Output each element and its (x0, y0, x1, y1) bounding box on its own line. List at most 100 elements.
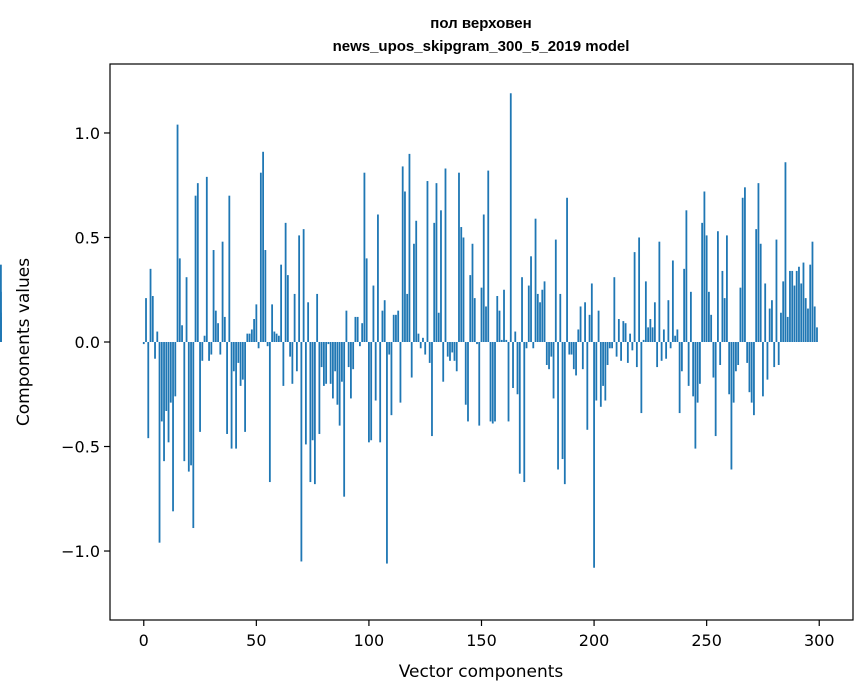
bar (199, 342, 201, 432)
bar (649, 319, 652, 342)
bar (158, 342, 161, 543)
bar (545, 342, 548, 365)
bar (167, 342, 170, 443)
bar (295, 342, 298, 372)
bar (223, 316, 226, 342)
bar (183, 342, 186, 462)
bar (541, 289, 544, 342)
bar (629, 333, 631, 342)
bar (570, 342, 573, 355)
bar (676, 329, 679, 342)
bar (593, 342, 595, 568)
bar (791, 270, 794, 342)
bar (343, 342, 346, 497)
bar (581, 342, 584, 370)
bar (392, 314, 395, 342)
bar (203, 335, 206, 342)
bar (561, 342, 564, 460)
bar (235, 342, 237, 449)
bar (685, 210, 688, 342)
y-tick-label: 1.0 (75, 124, 100, 143)
bar (613, 277, 616, 342)
bar (422, 337, 424, 342)
bar (327, 342, 330, 345)
bar (590, 283, 593, 342)
bar (588, 314, 591, 342)
y-tick-label: −1.0 (61, 542, 100, 561)
bar (208, 342, 210, 361)
bar (151, 296, 154, 342)
bar (435, 183, 438, 342)
bar (708, 291, 710, 342)
bar (780, 312, 782, 342)
y-axis-label: Components values (14, 258, 34, 426)
bar (640, 342, 643, 414)
bar (782, 281, 785, 342)
bar (273, 331, 276, 342)
bar (428, 342, 431, 363)
bar (298, 235, 301, 342)
bar (577, 329, 580, 342)
bar (633, 252, 636, 342)
bar (469, 275, 472, 342)
bar (316, 293, 319, 342)
bar (617, 319, 620, 342)
x-axis-label: Vector components (399, 662, 564, 682)
bar (395, 314, 397, 342)
bar (773, 342, 776, 368)
bar (350, 342, 352, 399)
x-tick-label: 300 (804, 631, 835, 650)
bar (622, 321, 625, 342)
bar (257, 342, 260, 349)
bar (406, 293, 409, 342)
bar (410, 342, 413, 378)
bar (246, 333, 249, 342)
bar (811, 241, 814, 342)
bar (318, 342, 321, 434)
bar (775, 239, 778, 342)
bar (248, 333, 251, 342)
bar (658, 241, 661, 342)
bar (455, 342, 458, 372)
bar (370, 342, 373, 441)
bar (608, 342, 611, 349)
bar (604, 342, 607, 401)
bar (739, 287, 742, 342)
bar (221, 241, 224, 342)
bar (485, 306, 487, 342)
x-tick-label: 250 (691, 631, 722, 650)
bar (156, 331, 159, 342)
x-axis-ticks: 0 50 100 150 200 250 300 (139, 620, 835, 650)
bar (363, 172, 366, 342)
bar (548, 342, 550, 370)
bar (807, 308, 809, 342)
bar (462, 237, 465, 342)
bar (764, 283, 767, 342)
bar (237, 342, 240, 363)
bar (500, 339, 503, 342)
bar (313, 342, 316, 485)
bar (572, 342, 575, 370)
bar (413, 243, 415, 342)
bar (280, 264, 283, 342)
bar (259, 172, 262, 342)
bar (399, 342, 402, 403)
bar (606, 342, 609, 365)
bar (543, 281, 546, 342)
bar (142, 342, 145, 345)
bar (347, 342, 350, 368)
bar (0, 264, 2, 342)
bar (656, 342, 659, 368)
bar (638, 237, 641, 342)
bar (163, 342, 165, 462)
bar (219, 342, 222, 355)
bar (518, 342, 521, 474)
bar (744, 187, 746, 342)
y-tick-label: 0.0 (75, 333, 100, 352)
bar (460, 227, 463, 342)
bar (521, 277, 523, 342)
bar (642, 339, 645, 342)
bar (746, 342, 749, 363)
bar (286, 275, 289, 342)
bar (201, 342, 204, 361)
